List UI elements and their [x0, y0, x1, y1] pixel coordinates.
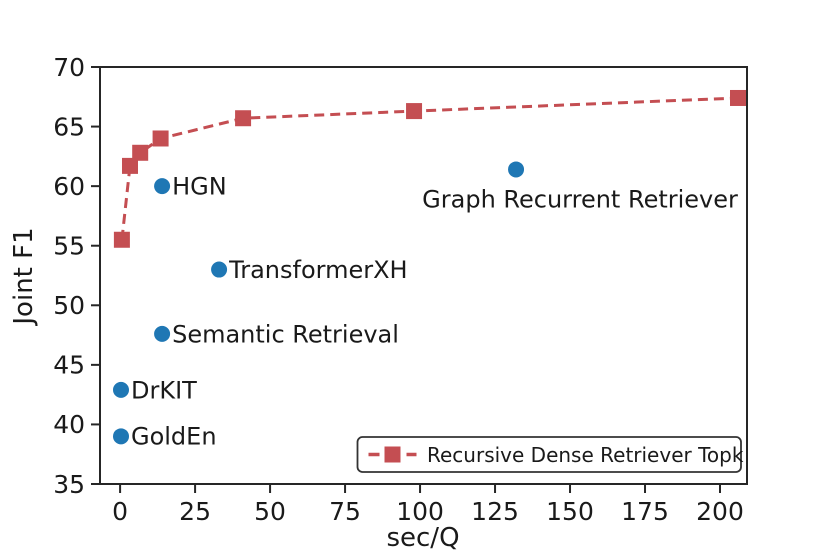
legend-marker-square — [384, 446, 401, 463]
x-tick-label: 50 — [254, 497, 286, 526]
scatter-label: Semantic Retrieval — [172, 320, 399, 348]
y-tick-label: 35 — [53, 470, 85, 499]
x-tick-label: 100 — [396, 497, 444, 526]
y-tick-label: 50 — [53, 291, 85, 320]
series-marker — [152, 130, 169, 147]
legend-box — [356, 436, 742, 473]
y-axis-label: Joint F1 — [9, 227, 39, 326]
series-marker — [406, 103, 423, 120]
x-tick-label: 125 — [471, 497, 519, 526]
y-tick-label: 45 — [53, 351, 85, 380]
scatter-label: DrKIT — [131, 376, 197, 404]
series-marker — [132, 144, 149, 161]
scatter-point — [154, 178, 171, 195]
scatter-point — [508, 161, 525, 178]
scatter-point — [112, 428, 129, 445]
series-marker — [235, 110, 252, 127]
x-axis-label: sec/Q — [386, 523, 459, 553]
series-marker — [113, 231, 130, 248]
plot-border — [99, 66, 748, 485]
scatter-point — [211, 261, 228, 278]
scatter-label: HGN — [172, 173, 227, 201]
y-tick-label: 60 — [53, 172, 85, 201]
series-marker — [121, 157, 138, 174]
y-tick-label: 70 — [53, 53, 85, 82]
y-tick-label: 40 — [53, 410, 85, 439]
x-tick-label: 150 — [546, 497, 594, 526]
x-tick-label: 25 — [179, 497, 211, 526]
series-marker — [730, 89, 747, 106]
x-tick-label: 75 — [329, 497, 361, 526]
legend-label: Recursive Dense Retriever Topk — [427, 443, 744, 467]
y-tick-label: 65 — [53, 112, 85, 141]
series-line — [120, 96, 739, 240]
scatter-label: Graph Recurrent Retriever — [422, 185, 738, 213]
y-tick-label: 55 — [53, 231, 85, 260]
scatter-point — [154, 325, 171, 342]
x-tick-label: 0 — [112, 497, 128, 526]
scatter-label: GoldEn — [131, 423, 217, 451]
x-tick-label: 200 — [696, 497, 744, 526]
scatter-label: TransformerXH — [228, 256, 408, 284]
scatter-point — [112, 381, 129, 398]
plot-area: 0 25 50 75 100 125 150 175 200 35 40 45 50 55 60 65 70 HG… — [53, 53, 748, 526]
x-tick-label: 175 — [621, 497, 669, 526]
